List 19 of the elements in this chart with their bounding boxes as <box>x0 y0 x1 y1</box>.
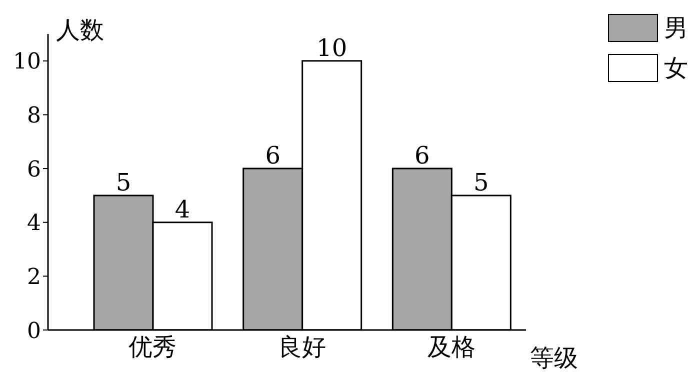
data-label: 5 <box>116 168 132 196</box>
y-tick-label: 10 <box>13 50 41 75</box>
x-tick-label: 良好 <box>278 333 326 362</box>
y-tick-label: 8 <box>27 104 41 129</box>
data-label: 4 <box>174 195 190 224</box>
y-tick-label: 2 <box>27 264 41 290</box>
data-label: 5 <box>474 168 489 196</box>
x-tick-label: 优秀 <box>128 333 177 362</box>
y-tick-label: 6 <box>27 157 41 182</box>
legend-label: 女 <box>664 53 688 84</box>
x-axis-title: 等级 <box>530 344 578 372</box>
data-label: 6 <box>414 142 430 170</box>
y-tick-label: 0 <box>27 318 41 344</box>
y-tick-label: 4 <box>27 211 41 236</box>
y-axis-title: 人数 <box>56 16 104 44</box>
data-label: 10 <box>316 34 348 62</box>
data-label: 6 <box>265 142 280 170</box>
x-tick-label: 及格 <box>427 333 476 362</box>
legend-label: 男 <box>664 13 688 44</box>
